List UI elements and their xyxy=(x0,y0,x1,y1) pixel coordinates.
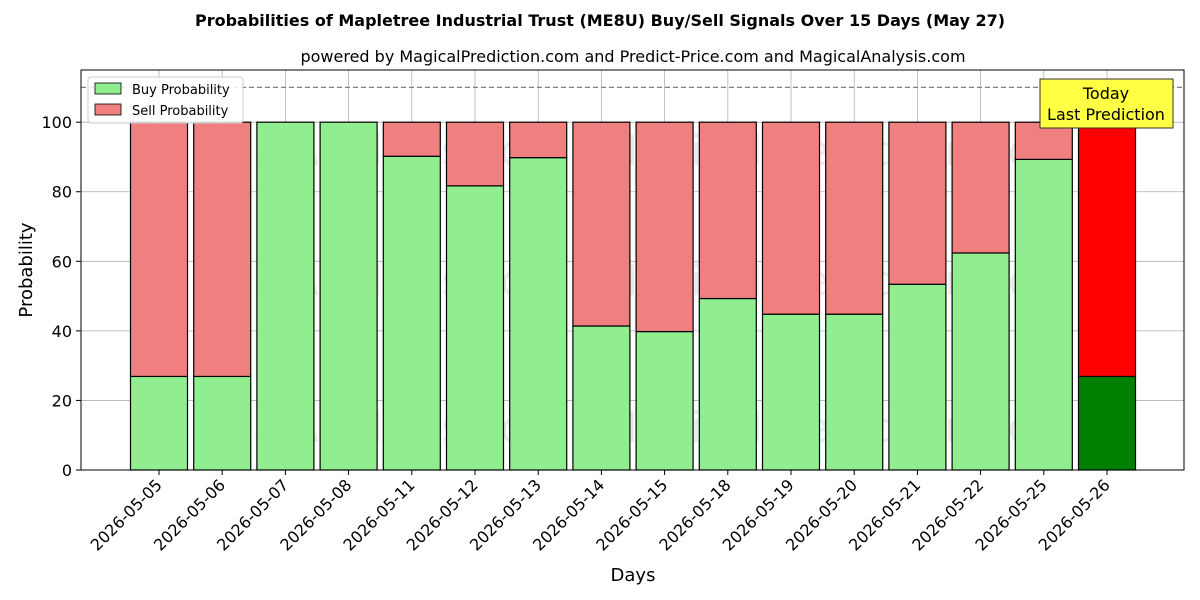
bar-sell xyxy=(445,121,505,187)
today-annotation-box xyxy=(1039,78,1174,129)
bar-sell xyxy=(635,121,694,333)
chart-subtitle: powered by MagicalPrediction.com and Pre… xyxy=(300,47,965,66)
today-annotation-line-2: Last Prediction xyxy=(1047,105,1165,124)
bar-sell xyxy=(382,121,441,157)
bar-sell xyxy=(572,121,631,327)
bar-buy xyxy=(382,155,441,471)
y-tick-label: 100 xyxy=(41,113,72,132)
bar-sell xyxy=(129,121,189,378)
today-annotation-line-1: Today xyxy=(1082,84,1129,103)
legend-box xyxy=(87,76,244,124)
bar-buy xyxy=(129,375,189,471)
bar-buy xyxy=(1014,158,1073,471)
legend-swatch-sell xyxy=(94,103,122,116)
bar-buy xyxy=(445,185,505,471)
x-axis-ticks: 2026-05-052026-05-062026-05-072026-05-08… xyxy=(87,470,1114,555)
y-tick-label: 20 xyxy=(52,391,72,410)
bar-buy xyxy=(761,313,821,471)
legend-label-sell: Sell Probability xyxy=(132,104,229,119)
bar-buy xyxy=(635,330,694,471)
bar-buy xyxy=(825,313,884,471)
legend: Buy Probability Sell Probability xyxy=(87,76,244,124)
bar-buy xyxy=(256,121,315,471)
y-tick-label: 40 xyxy=(52,322,72,341)
bar-buy xyxy=(509,157,568,471)
bar-sell xyxy=(888,121,947,285)
y-tick-label: 0 xyxy=(62,461,72,480)
x-axis-label: Days xyxy=(611,565,656,586)
y-axis-ticks: 0 20 40 60 80 100 xyxy=(41,113,81,480)
bar-sell xyxy=(698,121,757,300)
today-annotation: Today Last Prediction xyxy=(1039,78,1174,129)
bar-buy xyxy=(698,297,757,471)
bar-buy xyxy=(888,283,947,471)
y-tick-label: 80 xyxy=(52,183,72,202)
bar-buy xyxy=(572,325,631,471)
bar-layer xyxy=(129,121,1137,471)
legend-label-buy: Buy Probability xyxy=(132,83,230,98)
bar-buy xyxy=(193,375,252,471)
bar-sell xyxy=(825,121,884,315)
bar-sell xyxy=(761,121,821,315)
bar-sell xyxy=(951,121,1010,254)
chart-title: Probabilities of Mapletree Industrial Tr… xyxy=(195,11,1005,30)
y-axis-label: Probability xyxy=(16,222,37,317)
bar-buy xyxy=(1077,375,1137,471)
bar-sell xyxy=(1077,121,1137,378)
legend-swatch-buy xyxy=(94,82,122,95)
bar-buy xyxy=(319,121,378,471)
bar-buy xyxy=(951,252,1010,471)
bar-sell xyxy=(193,121,252,378)
bar-sell xyxy=(509,121,568,159)
y-tick-label: 60 xyxy=(52,252,72,271)
plot-frame xyxy=(80,69,1185,471)
